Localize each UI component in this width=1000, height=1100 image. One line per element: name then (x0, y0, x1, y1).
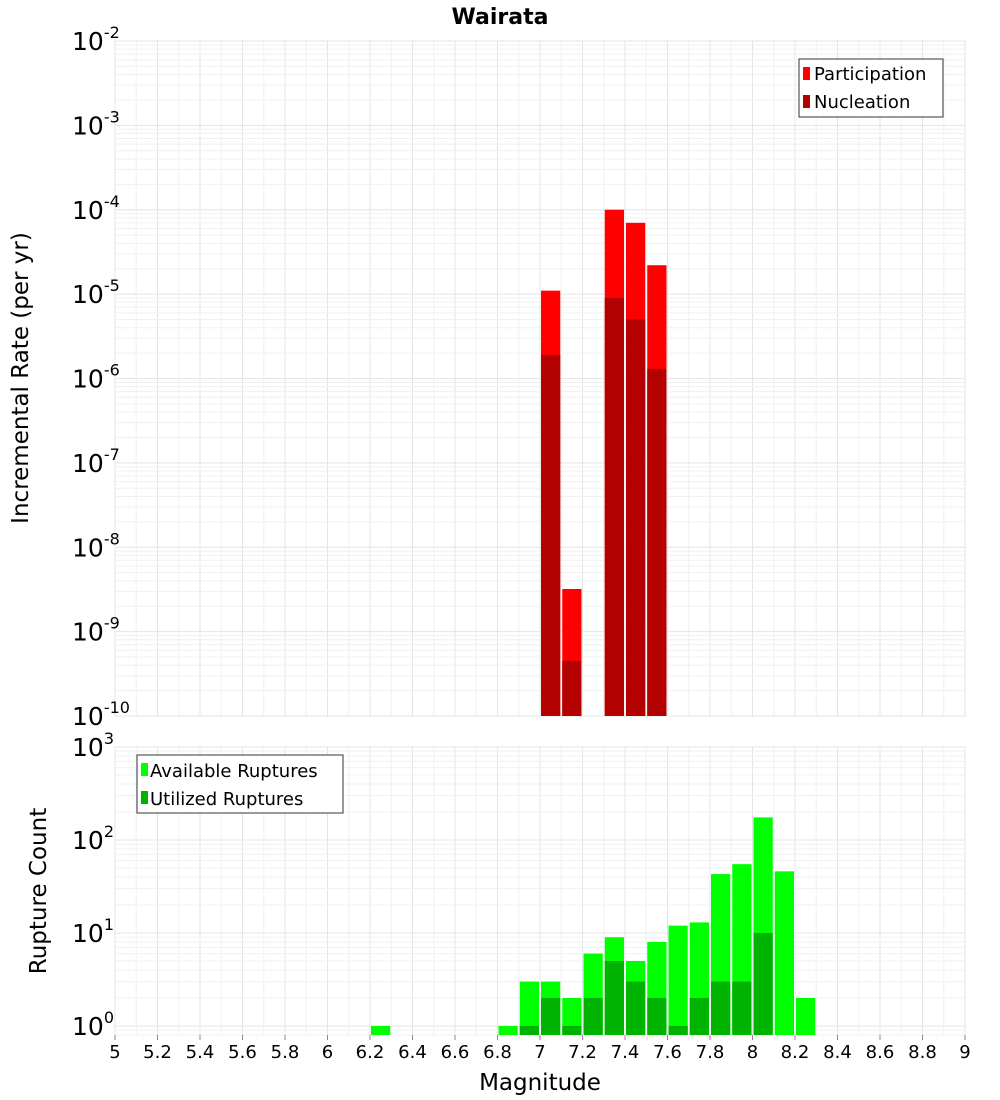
utilized-ruptures-bar (604, 960, 624, 1035)
nucleation-bar (562, 660, 582, 716)
y-tick-label: 10-10 (72, 698, 130, 731)
count-y-axis-label: Rupture Count (26, 808, 52, 974)
x-tick-label: 6.2 (356, 1042, 385, 1063)
rate-panel: 10-2 10-3 10-4 10-5 10-6 10-7 10-8 10-9 10-10 In… (8, 23, 966, 731)
participation-legend-label: Participation (814, 64, 926, 85)
count-legend: Available Ruptures Utilized Ruptures (136, 754, 344, 814)
count-x-ticks: 5 5.2 5.4 5.6 5.8 6 6.2 6.4 6.6 6.8 7 7.2 7.4 7.6 7.8 8… (109, 1035, 971, 1063)
nucleation-legend-swatch (803, 95, 810, 108)
utilized-ruptures-bar (626, 981, 646, 1035)
rate-grid (114, 40, 966, 717)
x-tick-label: 7.4 (611, 1042, 640, 1063)
y-tick-label: 10-4 (72, 192, 120, 225)
x-tick-label: 8.8 (908, 1042, 937, 1063)
x-tick-label: 5.4 (186, 1042, 215, 1063)
rate-legend-box (798, 58, 944, 118)
x-tick-label: 7 (534, 1042, 545, 1063)
utilized-ruptures-bar (711, 981, 731, 1035)
y-tick-label: 10-5 (72, 276, 120, 309)
x-tick-label: 5 (109, 1042, 120, 1063)
y-tick-label: 101 (72, 915, 114, 948)
count-legend-box (136, 754, 344, 814)
y-tick-label: 10-6 (72, 361, 120, 394)
y-tick-label: 10-9 (72, 614, 120, 647)
available-ruptures-bar (498, 1025, 518, 1035)
rate-bars (541, 209, 667, 716)
y-tick-label: 102 (72, 822, 114, 855)
nucleation-bar (647, 368, 667, 716)
available-ruptures-bar (668, 925, 688, 1035)
participation-legend-swatch (803, 67, 810, 80)
y-tick-label: 10-7 (72, 445, 120, 478)
x-tick-label: 6.4 (398, 1042, 427, 1063)
x-tick-label: 9 (959, 1042, 970, 1063)
available-ruptures-legend-label: Available Ruptures (150, 761, 318, 782)
x-axis-label: Magnitude (479, 1070, 601, 1096)
x-tick-label: 7.6 (653, 1042, 682, 1063)
x-tick-label: 6.6 (441, 1042, 470, 1063)
rate-legend: Participation Nucleation (798, 58, 944, 118)
nucleation-bar (626, 319, 646, 716)
available-ruptures-bar (371, 1025, 391, 1035)
x-tick-label: 8.4 (823, 1042, 852, 1063)
available-ruptures-bar (774, 871, 794, 1035)
utilized-ruptures-legend-swatch (141, 791, 148, 804)
count-panel: 103 102 101 100 5 5.2 5.4 5.6 5.8 6 6.2 6.4 6.6 6.8 7… (26, 729, 971, 1096)
x-tick-label: 7.2 (568, 1042, 597, 1063)
rate-y-ticks: 10-2 10-3 10-4 10-5 10-6 10-7 10-8 10-9 10-10 (72, 23, 130, 731)
x-tick-label: 5.6 (228, 1042, 257, 1063)
nucleation-legend-label: Nucleation (814, 92, 910, 113)
utilized-ruptures-bar (689, 997, 709, 1035)
utilized-ruptures-bar (668, 1025, 688, 1035)
chart-title: Wairata (452, 5, 549, 30)
available-ruptures-legend-swatch (141, 763, 148, 776)
x-tick-label: 8 (747, 1042, 758, 1063)
nucleation-bar (604, 297, 624, 716)
rate-y-axis-label: Incremental Rate (per yr) (8, 232, 34, 524)
available-ruptures-bar (519, 981, 539, 1035)
available-ruptures-bar (796, 997, 816, 1035)
x-tick-label: 5.8 (271, 1042, 300, 1063)
y-tick-label: 10-2 (72, 23, 120, 56)
utilized-ruptures-bar (541, 997, 561, 1035)
x-tick-label: 6.8 (483, 1042, 512, 1063)
y-tick-label: 100 (72, 1008, 114, 1041)
y-tick-label: 10-3 (72, 107, 120, 140)
utilized-ruptures-bar (647, 997, 667, 1035)
count-bars (371, 817, 816, 1035)
x-tick-label: 6 (322, 1042, 333, 1063)
utilized-ruptures-bar (753, 932, 773, 1035)
y-tick-label: 103 (72, 729, 114, 762)
x-tick-label: 5.2 (143, 1042, 172, 1063)
utilized-ruptures-bar (583, 997, 603, 1035)
y-tick-label: 10-8 (72, 529, 120, 562)
nucleation-bar (541, 354, 561, 716)
x-tick-label: 8.6 (866, 1042, 895, 1063)
available-ruptures-bar (562, 997, 582, 1035)
utilized-ruptures-bar (732, 981, 752, 1035)
x-tick-label: 7.8 (696, 1042, 725, 1063)
utilized-ruptures-bar (562, 1025, 582, 1035)
x-tick-label: 8.2 (781, 1042, 810, 1063)
count-y-ticks: 103 102 101 100 (72, 729, 114, 1041)
utilized-ruptures-legend-label: Utilized Ruptures (150, 789, 303, 810)
utilized-ruptures-bar (519, 1025, 539, 1035)
